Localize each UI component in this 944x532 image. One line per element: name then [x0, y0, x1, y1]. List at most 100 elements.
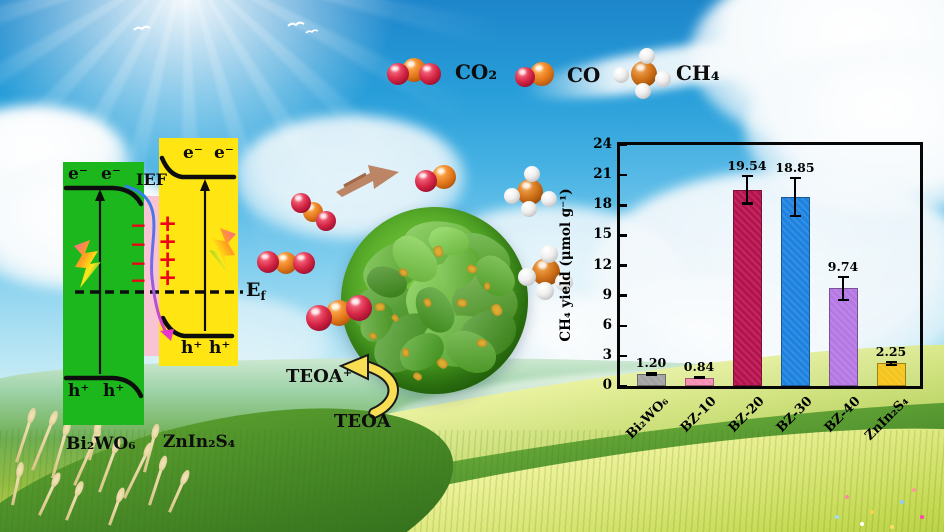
ch4-molecule: [504, 188, 520, 204]
plus-charge: +: [158, 265, 178, 291]
y-axis-tick: [620, 384, 627, 388]
sphere-highlight: [261, 253, 269, 260]
sphere-highlight: [534, 64, 543, 72]
teoa-plus-label: TEOA⁺: [286, 366, 353, 387]
sphere-highlight: [295, 195, 302, 201]
hole-label: h⁺: [181, 338, 203, 358]
sphere-highlight: [524, 202, 530, 208]
chart-bar-ZnIn₂S₄: [876, 363, 906, 386]
error-bar: [794, 177, 796, 216]
y-axis-tick-label: 24: [593, 136, 612, 152]
y-axis-tick: [620, 204, 627, 207]
electron-label: e⁻: [183, 143, 203, 163]
sphere-highlight: [351, 298, 361, 305]
flower-speck: [483, 281, 491, 291]
co2-label: CO₂: [455, 60, 498, 84]
error-bar-cap: [645, 373, 657, 377]
y-axis-tick-label: 0: [602, 377, 612, 393]
y-axis-tick: [620, 264, 627, 267]
co-molecule: [515, 67, 535, 87]
ch4-molecule: [518, 268, 536, 286]
sphere-highlight: [331, 303, 341, 310]
chart-bar-BZ-20: [732, 189, 762, 386]
y-axis-tick: [620, 294, 627, 297]
flower-speck: [476, 338, 488, 348]
chart-y-axis-label: CH₄ yield (μmol g⁻¹): [558, 188, 574, 342]
error-bar-cap: [789, 214, 801, 217]
sphere-highlight: [521, 270, 528, 275]
error-bar-cap: [837, 275, 849, 278]
y-axis-tick: [620, 173, 627, 177]
error-bar-cap: [741, 175, 753, 178]
ch4-molecule: [517, 179, 543, 205]
y-axis-tick-label: 9: [602, 286, 612, 303]
error-bar-cap: [837, 298, 849, 301]
y-axis-tick: [620, 143, 627, 147]
co2-molecule: [291, 193, 311, 213]
sphere-highlight: [519, 69, 526, 75]
error-bar: [746, 176, 748, 204]
ch4-molecule: [524, 166, 540, 182]
chart-bar-BZ-40: [828, 288, 858, 386]
sphere-highlight: [279, 254, 287, 261]
meadow-flower: [920, 515, 924, 519]
ch4-molecule: [541, 191, 557, 207]
sphere-highlight: [522, 182, 532, 189]
minus-charge: −: [130, 268, 147, 292]
sphere-highlight: [658, 72, 664, 78]
fermi-sub: f: [260, 289, 266, 304]
meadow-flower: [835, 515, 839, 519]
meadow-flower: [912, 488, 916, 492]
sphere-highlight: [544, 192, 550, 198]
zis-label: ZnIn₂S₄: [163, 432, 236, 452]
y-axis-tick: [620, 234, 627, 237]
sphere-highlight: [436, 167, 445, 175]
meadow-flower: [870, 510, 874, 514]
hole-label: h⁺: [209, 338, 231, 358]
ch4-molecule: [631, 61, 657, 87]
y-axis-tick-label: 21: [593, 166, 612, 183]
bwo-label: Bi₂WO₆: [66, 434, 136, 454]
meadow-flower: [845, 495, 849, 499]
error-bar: [842, 276, 844, 300]
ch4-molecule: [536, 282, 554, 300]
error-bar-cap: [693, 377, 705, 380]
sphere-highlight: [391, 65, 399, 72]
co-label: CO: [567, 63, 601, 87]
sphere-highlight: [638, 84, 644, 90]
sphere-highlight: [406, 60, 415, 68]
bar-value-label: 9.74: [827, 258, 859, 274]
electron-label: e⁻: [101, 164, 121, 184]
sphere-highlight: [642, 49, 648, 55]
y-axis-tick-label: 15: [593, 226, 612, 243]
error-bar-cap: [789, 176, 801, 179]
meadow-flower: [860, 522, 864, 526]
ief-label: IEF: [136, 170, 168, 189]
ch4-molecule: [639, 48, 655, 64]
bar-value-label: 0.84: [683, 358, 715, 374]
y-axis-tick-label: 6: [602, 316, 612, 333]
ch4-molecule: [655, 71, 671, 87]
sphere-highlight: [543, 247, 550, 252]
meadow-flower: [890, 525, 894, 529]
hole-label: h⁺: [103, 381, 125, 401]
co2-molecule: [257, 251, 279, 273]
bar-value-label: 18.85: [775, 159, 815, 175]
meadow-flower: [900, 500, 904, 504]
co2-molecule: [419, 63, 441, 85]
sphere-highlight: [320, 213, 327, 219]
hole-label: h⁺: [68, 381, 90, 401]
sphere-highlight: [636, 64, 646, 71]
error-bar-cap: [885, 363, 897, 366]
ch4-molecule: [521, 201, 537, 217]
y-axis-tick: [620, 324, 627, 327]
y-axis-tick-label: 12: [593, 256, 612, 273]
y-axis-tick-label: 3: [602, 346, 612, 363]
ch4-molecule: [635, 83, 651, 99]
ch4-molecule: [613, 67, 629, 83]
co2-molecule: [316, 211, 336, 231]
ch4-label: CH₄: [676, 61, 720, 85]
co2-molecule: [293, 252, 315, 274]
sphere-highlight: [616, 68, 622, 74]
